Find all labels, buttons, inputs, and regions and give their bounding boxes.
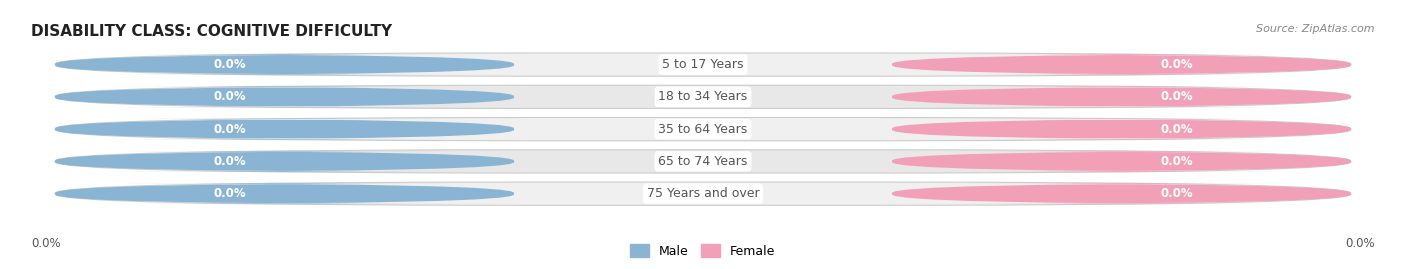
Text: 0.0%: 0.0% bbox=[214, 90, 246, 103]
FancyBboxPatch shape bbox=[55, 87, 515, 107]
Text: 0.0%: 0.0% bbox=[214, 58, 246, 71]
Text: 0.0%: 0.0% bbox=[214, 155, 246, 168]
FancyBboxPatch shape bbox=[55, 118, 1351, 141]
Text: DISABILITY CLASS: COGNITIVE DIFFICULTY: DISABILITY CLASS: COGNITIVE DIFFICULTY bbox=[31, 24, 392, 39]
FancyBboxPatch shape bbox=[55, 183, 515, 204]
Text: 0.0%: 0.0% bbox=[31, 237, 60, 250]
Text: 0.0%: 0.0% bbox=[1160, 187, 1192, 200]
FancyBboxPatch shape bbox=[55, 151, 515, 172]
Text: 0.0%: 0.0% bbox=[214, 123, 246, 136]
FancyBboxPatch shape bbox=[55, 150, 1351, 173]
Text: 0.0%: 0.0% bbox=[214, 187, 246, 200]
Text: 0.0%: 0.0% bbox=[1346, 237, 1375, 250]
FancyBboxPatch shape bbox=[55, 53, 1351, 76]
Text: 75 Years and over: 75 Years and over bbox=[647, 187, 759, 200]
FancyBboxPatch shape bbox=[55, 54, 515, 75]
Text: 0.0%: 0.0% bbox=[1160, 90, 1192, 103]
FancyBboxPatch shape bbox=[891, 183, 1351, 204]
Text: 5 to 17 Years: 5 to 17 Years bbox=[662, 58, 744, 71]
Text: Source: ZipAtlas.com: Source: ZipAtlas.com bbox=[1257, 24, 1375, 34]
FancyBboxPatch shape bbox=[891, 151, 1351, 172]
FancyBboxPatch shape bbox=[891, 87, 1351, 107]
Text: 0.0%: 0.0% bbox=[1160, 123, 1192, 136]
Text: 18 to 34 Years: 18 to 34 Years bbox=[658, 90, 748, 103]
FancyBboxPatch shape bbox=[891, 119, 1351, 139]
Text: 0.0%: 0.0% bbox=[1160, 58, 1192, 71]
FancyBboxPatch shape bbox=[891, 54, 1351, 75]
Legend: Male, Female: Male, Female bbox=[626, 239, 780, 263]
Text: 35 to 64 Years: 35 to 64 Years bbox=[658, 123, 748, 136]
Text: 0.0%: 0.0% bbox=[1160, 155, 1192, 168]
FancyBboxPatch shape bbox=[55, 85, 1351, 108]
Text: 65 to 74 Years: 65 to 74 Years bbox=[658, 155, 748, 168]
FancyBboxPatch shape bbox=[55, 182, 1351, 205]
FancyBboxPatch shape bbox=[55, 119, 515, 139]
